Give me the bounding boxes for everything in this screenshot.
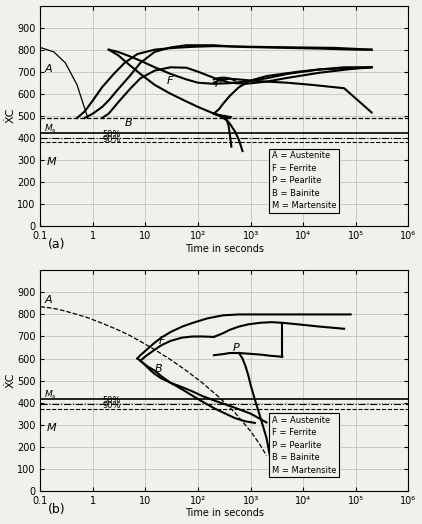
Text: 50%: 50% xyxy=(102,130,121,139)
Text: 50%: 50% xyxy=(102,396,121,405)
Text: A: A xyxy=(44,64,52,74)
Text: A = Austenite
F = Ferrite
P = Pearlite
B = Bainite
M = Martensite: A = Austenite F = Ferrite P = Pearlite B… xyxy=(272,151,336,210)
Y-axis label: ẊC: ẊC xyxy=(5,108,16,124)
X-axis label: Time in seconds: Time in seconds xyxy=(185,244,264,254)
Text: B: B xyxy=(155,364,162,374)
Text: $M_s$: $M_s$ xyxy=(44,388,57,401)
Text: F: F xyxy=(166,76,173,86)
Text: (a): (a) xyxy=(48,238,65,251)
X-axis label: Time in seconds: Time in seconds xyxy=(185,508,264,518)
Text: M: M xyxy=(46,423,56,433)
Text: M: M xyxy=(46,157,56,167)
Text: 90%: 90% xyxy=(102,135,121,144)
Text: P: P xyxy=(215,79,222,89)
Text: (b): (b) xyxy=(48,503,65,516)
Text: P: P xyxy=(233,343,239,353)
Text: 90%: 90% xyxy=(102,401,121,410)
Y-axis label: ẊC: ẊC xyxy=(5,373,16,388)
Text: A: A xyxy=(44,296,52,305)
Text: B: B xyxy=(124,118,132,128)
Text: $M_s$: $M_s$ xyxy=(44,122,57,135)
Text: F: F xyxy=(159,335,165,345)
Text: A = Austenite
F = Ferrite
P = Pearlite
B = Bainite
M = Martensite: A = Austenite F = Ferrite P = Pearlite B… xyxy=(272,416,336,475)
